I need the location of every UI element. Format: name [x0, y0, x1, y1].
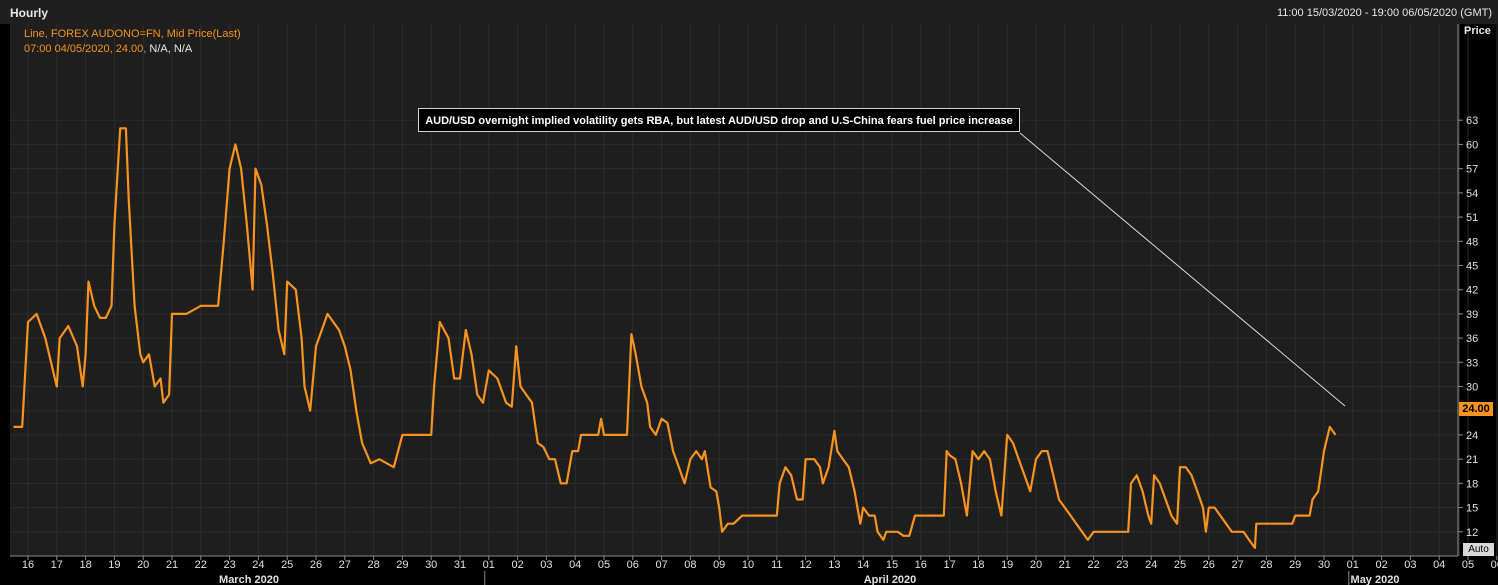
legend-last-value: 07:00 04/05/2020, 24.00, N/A, N/A: [24, 43, 192, 55]
y-tick-label: 24: [1466, 430, 1478, 442]
x-tick-label: 05: [598, 559, 610, 571]
x-tick-label: 06: [1491, 559, 1498, 571]
x-tick-label: 01: [1347, 559, 1359, 571]
y-tick-label: 57: [1466, 164, 1478, 176]
x-tick-label: 13: [828, 559, 840, 571]
x-tick-label: 25: [1174, 559, 1186, 571]
legend-series-label: Line, FOREX AUDONO=FN, Mid Price(Last): [24, 28, 241, 40]
y-tick-label: 42: [1466, 285, 1478, 297]
chart-header: Hourly 11:00 15/03/2020 - 19:00 06/05/20…: [0, 0, 1498, 24]
x-tick-label: 15: [886, 559, 898, 571]
y-tick-label: 54: [1466, 188, 1478, 200]
x-tick-label: 22: [1087, 559, 1099, 571]
x-tick-label: 17: [51, 559, 63, 571]
y-tick-label: 33: [1466, 357, 1478, 369]
y-tick-label: 21: [1466, 454, 1478, 466]
x-tick-label: 05: [1462, 559, 1474, 571]
x-tick-label: 28: [1260, 559, 1272, 571]
x-tick-label: 11: [771, 559, 782, 571]
price-axis-label: Price: [1464, 25, 1491, 37]
x-tick-label: 30: [1318, 559, 1330, 571]
y-tick-label: 12: [1466, 527, 1478, 539]
y-tick-label: 36: [1466, 333, 1478, 345]
interval-label[interactable]: Hourly: [10, 6, 49, 20]
x-tick-label: 20: [137, 559, 149, 571]
legend-last-value-main: 07:00 04/05/2020, 24.00,: [24, 43, 147, 55]
x-tick-label: 26: [1203, 559, 1215, 571]
x-tick-label: 20: [1030, 559, 1042, 571]
y-tick-label: 51: [1466, 212, 1478, 224]
x-tick-label: 02: [1375, 559, 1387, 571]
x-axis: 16 17 18 19 20 21 22 23 24 25 26 27 28 29 30 31 01 02 03 04…: [10, 555, 1498, 585]
y-tick-label: 60: [1466, 139, 1478, 151]
x-tick-label: 16: [22, 559, 34, 571]
y-tick-label: 63: [1466, 115, 1478, 127]
y-tick-label: 30: [1466, 382, 1478, 394]
x-tick-label: 06: [627, 559, 639, 571]
x-tick-label: 24: [252, 559, 264, 571]
x-tick-label: 29: [396, 559, 408, 571]
x-tick-label: 29: [1289, 559, 1301, 571]
x-tick-label: 27: [339, 559, 351, 571]
y-tick-label: 39: [1466, 309, 1478, 321]
grid-lines: [10, 24, 1498, 556]
last-price-tag: 24.00: [1459, 402, 1493, 416]
chart-annotation[interactable]: AUD/USD overnight implied volatility get…: [418, 108, 1020, 132]
x-tick-label: 01: [483, 559, 495, 571]
x-tick-label: 10: [742, 559, 754, 571]
x-tick-label: 22: [195, 559, 207, 571]
y-tick-label: 18: [1466, 478, 1478, 490]
series-line-audono: [13, 127, 1337, 550]
x-tick-label: 18: [79, 559, 91, 571]
y-tick-label: 45: [1466, 260, 1478, 272]
auto-scale-button[interactable]: Auto: [1463, 543, 1494, 556]
x-tick-label: 21: [1059, 559, 1071, 571]
x-tick-label: 09: [713, 559, 725, 571]
x-tick-label: 25: [281, 559, 293, 571]
x-tick-label: 02: [511, 559, 523, 571]
legend-na-values: N/A, N/A: [149, 43, 193, 55]
x-tick-label: 17: [943, 559, 955, 571]
month-label: April 2020: [864, 574, 917, 585]
x-tick-label: 12: [799, 559, 811, 571]
y-tick-label: 15: [1466, 503, 1478, 515]
x-tick-label: 19: [108, 559, 120, 571]
x-tick-label: 14: [857, 559, 869, 571]
date-range-label[interactable]: 11:00 15/03/2020 - 19:00 06/05/2020 (GMT…: [1276, 7, 1492, 19]
month-label: May 2020: [1351, 574, 1400, 585]
annotation-leader-line: [1019, 132, 1346, 407]
x-tick-label: 16: [915, 559, 927, 571]
x-tick-label: 18: [972, 559, 984, 571]
x-tick-label: 28: [367, 559, 379, 571]
x-tick-label: 31: [454, 559, 466, 571]
x-tick-label: 30: [425, 559, 437, 571]
y-tick-label: 48: [1466, 236, 1478, 248]
x-tick-label: 24: [1145, 559, 1157, 571]
x-tick-label: 23: [1116, 559, 1128, 571]
x-tick-label: 26: [310, 559, 322, 571]
x-tick-label: 04: [569, 559, 581, 571]
x-tick-label: 08: [684, 559, 696, 571]
x-tick-label: 07: [655, 559, 667, 571]
x-tick-label: 21: [166, 559, 178, 571]
x-tick-label: 23: [223, 559, 235, 571]
x-tick-label: 03: [1404, 559, 1416, 571]
x-tick-label: 27: [1231, 559, 1243, 571]
x-tick-label: 03: [540, 559, 552, 571]
month-label: March 2020: [219, 574, 279, 585]
x-tick-label: 19: [1001, 559, 1013, 571]
x-tick-label: 04: [1433, 559, 1445, 571]
